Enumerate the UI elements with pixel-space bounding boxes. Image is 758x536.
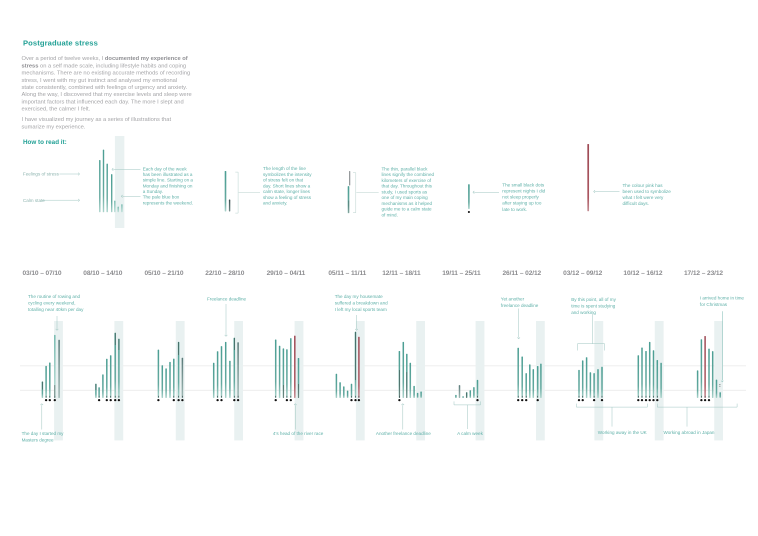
svg-text:exercised, the calmer I felt.: exercised, the calmer I felt. bbox=[22, 107, 91, 113]
svg-text:The colour pink has: The colour pink has bbox=[623, 183, 664, 188]
svg-text:Over a period of twelve weeks,: Over a period of twelve weeks, I documen… bbox=[22, 56, 188, 62]
svg-text:mechanisms as it helped: mechanisms as it helped bbox=[382, 201, 433, 206]
svg-text:22/10 – 28/10: 22/10 – 28/10 bbox=[205, 270, 244, 277]
svg-text:guide me to a calm state: guide me to a calm state bbox=[382, 207, 432, 212]
svg-text:08/10 – 14/10: 08/10 – 14/10 bbox=[83, 270, 122, 277]
svg-text:has been illustrated as a: has been illustrated as a bbox=[143, 172, 193, 177]
svg-text:By this point, all of my: By this point, all of my bbox=[571, 297, 616, 302]
svg-text:I left my local sports team: I left my local sports team bbox=[335, 307, 387, 312]
svg-text:I have visualized my journey a: I have visualized my journey as a series… bbox=[22, 117, 172, 123]
svg-text:stress, I went with my gut ins: stress, I went with my gut instinct and … bbox=[22, 78, 178, 84]
svg-text:not sleep properly: not sleep properly bbox=[502, 195, 539, 200]
svg-text:show a feeling of stress: show a feeling of stress bbox=[263, 195, 312, 200]
svg-text:Calm state: Calm state bbox=[23, 198, 45, 203]
svg-text:of stress felt on that: of stress felt on that bbox=[263, 178, 304, 183]
svg-text:freelance deadline: freelance deadline bbox=[501, 303, 539, 308]
svg-text:lines signify the combined: lines signify the combined bbox=[382, 172, 435, 177]
svg-text:29/10 – 04/11: 29/10 – 04/11 bbox=[267, 270, 306, 277]
svg-text:suffered a breakdown and: suffered a breakdown and bbox=[335, 301, 388, 306]
svg-text:Working away in the UK: Working away in the UK bbox=[598, 430, 648, 435]
svg-text:The routine of rowing and: The routine of rowing and bbox=[28, 294, 81, 299]
svg-text:study, I used sports as: study, I used sports as bbox=[382, 189, 428, 194]
svg-text:what I felt were very: what I felt were very bbox=[623, 195, 665, 200]
svg-text:Another freelance deadline: Another freelance deadline bbox=[376, 431, 431, 436]
svg-text:of mind.: of mind. bbox=[382, 212, 398, 217]
svg-text:The length of the line: The length of the line bbox=[263, 166, 306, 171]
svg-text:The thin, parallel black: The thin, parallel black bbox=[382, 167, 429, 172]
svg-text:simple line. Starting on a: simple line. Starting on a bbox=[143, 178, 194, 183]
svg-text:Masters degree: Masters degree bbox=[22, 437, 54, 442]
svg-text:The pale blue box: The pale blue box bbox=[143, 195, 180, 200]
svg-text:03/12 – 09/12: 03/12 – 09/12 bbox=[563, 270, 602, 277]
svg-text:05/11 – 11/11: 05/11 – 11/11 bbox=[328, 270, 366, 277]
svg-text:represents the weekend.: represents the weekend. bbox=[143, 200, 193, 205]
svg-text:time is spent studying: time is spent studying bbox=[571, 303, 616, 308]
svg-text:Yet another: Yet another bbox=[501, 297, 525, 302]
svg-text:difficult days.: difficult days. bbox=[623, 201, 649, 206]
svg-text:and anxiety.: and anxiety. bbox=[263, 201, 287, 206]
svg-text:26/11 – 02/12: 26/11 – 02/12 bbox=[502, 270, 541, 277]
svg-text:The small black dots: The small black dots bbox=[502, 182, 545, 187]
svg-text:17/12 – 23/12: 17/12 – 23/12 bbox=[684, 270, 723, 277]
svg-text:day. Short lines show a: day. Short lines show a bbox=[263, 183, 311, 188]
svg-text:important factors that influen: important factors that influenced each d… bbox=[22, 99, 184, 105]
svg-text:Along the way, I discovered th: Along the way, I discovered that my exer… bbox=[22, 92, 192, 98]
svg-text:Working abroad in Japan: Working abroad in Japan bbox=[664, 430, 715, 435]
svg-text:Each day of the week: Each day of the week bbox=[143, 166, 188, 171]
svg-text:A calm week: A calm week bbox=[457, 431, 483, 436]
svg-text:been used to symbolize: been used to symbolize bbox=[623, 189, 672, 194]
svg-text:I arrived home in time: I arrived home in time bbox=[700, 296, 745, 301]
svg-text:How to read it:: How to read it: bbox=[23, 139, 67, 146]
svg-text:The day my housemate: The day my housemate bbox=[335, 294, 383, 299]
svg-text:05/10 – 21/10: 05/10 – 21/10 bbox=[144, 270, 183, 277]
svg-text:Monday and finishing on: Monday and finishing on bbox=[143, 183, 193, 188]
svg-text:Postgraduate stress: Postgraduate stress bbox=[23, 38, 98, 47]
svg-text:symbolizes the intensity: symbolizes the intensity bbox=[263, 172, 312, 177]
svg-text:12/11 – 18/11: 12/11 – 18/11 bbox=[382, 270, 421, 277]
svg-text:kilometers of exercise of: kilometers of exercise of bbox=[382, 178, 432, 183]
svg-text:state consistently, combined w: state consistently, combined with feelin… bbox=[22, 85, 188, 91]
svg-text:that day. Throughout this: that day. Throughout this bbox=[382, 184, 433, 189]
svg-text:for Christmas: for Christmas bbox=[700, 302, 728, 307]
svg-text:mechanisms. There are no exist: mechanisms. There are no existing accura… bbox=[22, 71, 191, 77]
svg-text:03/10 – 07/10: 03/10 – 07/10 bbox=[22, 270, 61, 277]
svg-text:sumarize my experience.: sumarize my experience. bbox=[22, 124, 86, 130]
svg-text:4's head of the river race: 4's head of the river race bbox=[273, 431, 324, 436]
svg-text:a Sunday.: a Sunday. bbox=[143, 189, 163, 194]
svg-text:cycling every weekend,: cycling every weekend, bbox=[28, 301, 76, 306]
svg-text:Freelance deadline: Freelance deadline bbox=[207, 297, 247, 302]
svg-text:Feelings of stress: Feelings of stress bbox=[23, 172, 60, 177]
svg-text:totalling near 40km per day: totalling near 40km per day bbox=[28, 307, 84, 312]
svg-text:calm state, longer lines: calm state, longer lines bbox=[263, 189, 311, 194]
svg-text:after staying up too: after staying up too bbox=[502, 201, 542, 206]
svg-text:late to work.: late to work. bbox=[502, 207, 527, 212]
svg-text:one of my main coping: one of my main coping bbox=[382, 195, 429, 200]
svg-text:represent nights I did: represent nights I did bbox=[502, 189, 545, 194]
svg-text:stress on a self made scale, i: stress on a self made scale, including l… bbox=[22, 63, 187, 69]
svg-text:19/11 – 25/11: 19/11 – 25/11 bbox=[442, 270, 481, 277]
svg-text:10/12 – 16/12: 10/12 – 16/12 bbox=[623, 270, 662, 277]
svg-text:The day I started my: The day I started my bbox=[22, 431, 65, 436]
svg-text:and working: and working bbox=[571, 310, 596, 315]
